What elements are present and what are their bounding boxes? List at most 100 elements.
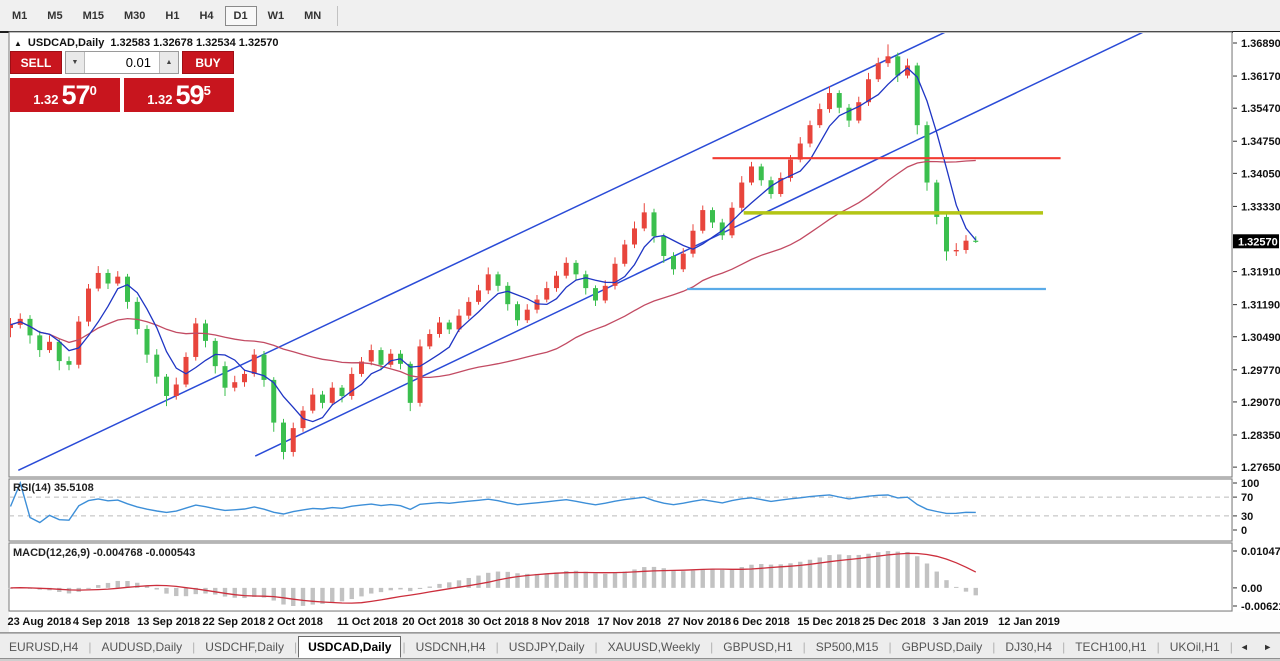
timeframe-button-m1[interactable]: M1 [12,9,28,22]
candle-body [875,63,881,80]
chart-tab-usdchf-daily[interactable]: USDCHF,Daily [205,639,284,654]
candle-body [222,366,228,388]
candle-body [349,373,355,396]
macd-histogram-bar [778,564,783,588]
macd-histogram-bar [300,587,306,606]
sell-price-prefix: 1.32 [33,91,59,107]
timeframe-button-m30[interactable]: M30 [123,9,146,22]
candle-body [778,177,784,195]
candle-body [47,341,52,351]
chart-tab-usdcad-daily[interactable]: USDCAD,Daily [298,635,402,658]
macd-histogram-bar [690,570,696,588]
timeframe-button-m15[interactable]: M15 [82,9,104,22]
chart-tab-gbpusd-h1[interactable]: GBPUSD,H1 [723,639,793,654]
tab-separator: | [88,639,92,654]
volume-value[interactable]: 0.01 [125,55,151,70]
candle-body [232,382,238,388]
current-price-badge [1233,234,1279,249]
candle-body [905,65,910,76]
timeframe-button-h4[interactable]: H4 [199,9,214,22]
macd-histogram-bar [944,580,949,588]
candle-body [797,143,803,160]
timeframe-button-h1[interactable]: H1 [165,9,180,22]
macd-histogram-bar [222,587,228,597]
volume-up-icon[interactable]: ▲ [159,52,178,73]
sell-button[interactable]: SELL [10,51,62,74]
candle-body [690,230,696,254]
macd-histogram-bar [876,552,881,588]
candle-body [495,274,501,286]
macd-histogram-bar [135,582,140,588]
macd-histogram-bar [788,563,793,588]
candle-body [37,335,43,351]
macd-histogram-bar [798,561,803,588]
timeframe-button-m5[interactable]: M5 [47,9,63,22]
candle-body [963,240,969,251]
tab-separator: | [402,639,406,654]
sell-price-pip: 0 [89,82,97,98]
candle-body [193,323,199,357]
timeframe-button-mn[interactable]: MN [304,9,322,22]
macd-histogram-bar [866,553,871,588]
sell-quote-panel[interactable]: 1.32 57 0 [10,78,120,112]
candle-body [583,274,589,289]
candle-body [261,354,267,380]
chart-tab-usdcnh-h4[interactable]: USDCNH,H4 [415,639,486,654]
trendline-1[interactable] [17,25,960,472]
candle-body [719,222,725,236]
chart-tab-ukoil-h1[interactable]: UKOil,H1 [1169,639,1220,654]
date-tick-label: 3 Jan 2019 [933,616,989,628]
rsi-scale-label: 70 [1241,492,1253,504]
tab-separator: | [992,639,996,654]
macd-histogram-bar [924,563,930,588]
macd-histogram-bar [856,554,861,588]
trendline-2[interactable] [254,32,1144,457]
tab-scroll-arrows-icon[interactable]: ◄ ► [1239,641,1279,652]
macd-histogram-bar [603,573,608,588]
macd-histogram-bar [359,587,364,597]
macd-histogram-bar [144,585,150,588]
candle-body [183,356,189,385]
candle-body [505,285,511,305]
macd-histogram-bar [398,587,403,590]
macd-histogram-bar [817,557,822,588]
chart-tab-dj30-h4[interactable]: DJ30,H4 [1005,639,1053,654]
candle-body [758,166,764,181]
chart-tab-usdjpy-daily[interactable]: USDJPY,Daily [508,639,585,654]
tab-separator: | [293,639,298,654]
buy-button[interactable]: BUY [182,51,234,74]
chart-tab-xauusd-weekly[interactable]: XAUUSD,Weekly [607,639,701,654]
candle-body [846,107,852,121]
candle-body [300,410,306,429]
timeframe-button-d1[interactable]: D1 [224,5,257,26]
price-tick-label: 1.34050 [1241,168,1280,180]
main-price-pane[interactable] [8,25,1144,472]
chart-tab-eurusd-h4[interactable]: EURUSD,H4 [9,639,79,654]
candle-body [680,253,686,270]
chart-tab-tech100-h1[interactable]: TECH100,H1 [1075,639,1147,654]
chart-tab-gbpusd-daily[interactable]: GBPUSD,Daily [901,639,983,654]
candle-body [885,56,891,64]
macd-histogram-bar [66,587,72,594]
collapse-icon[interactable]: ▲ [14,38,22,48]
macd-histogram-bar [339,587,345,602]
candle-body [817,109,823,126]
buy-quote-panel[interactable]: 1.32 59 5 [124,78,234,112]
rsi-line [9,480,976,524]
price-tick-label: 1.29770 [1241,365,1280,377]
candle-body [856,102,862,121]
chart-tab-audusd-daily[interactable]: AUDUSD,Daily [101,639,183,654]
candle-body [290,428,296,452]
macd-histogram-bar [573,570,579,588]
chart-tab-sp500-m15[interactable]: SP500,M15 [815,639,879,654]
candle-body [866,79,871,103]
timeframe-button-w1[interactable]: W1 [267,9,285,22]
macd-histogram-bar [544,573,549,588]
candle-body [154,354,160,377]
candle-body [134,301,140,329]
candle-body [242,373,247,383]
macd-signal-line [10,552,977,604]
tab-separator: | [710,639,714,654]
volume-down-icon[interactable]: ▼ [66,52,85,73]
price-tick-label: 1.28350 [1241,430,1280,442]
